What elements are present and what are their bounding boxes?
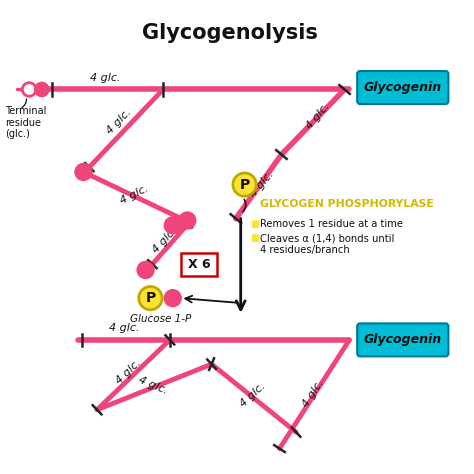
Circle shape — [139, 286, 162, 310]
Text: 4 glc.: 4 glc. — [137, 375, 169, 396]
Circle shape — [35, 82, 48, 96]
Text: Glycogenin: Glycogenin — [364, 333, 442, 346]
Text: P: P — [239, 178, 250, 191]
Text: X 6: X 6 — [188, 258, 210, 271]
Circle shape — [180, 213, 195, 228]
Text: ■: ■ — [250, 233, 260, 243]
Text: ■: ■ — [250, 219, 260, 228]
Text: 4 glc.: 4 glc. — [238, 381, 267, 409]
Circle shape — [138, 262, 154, 278]
Text: 4 glc.: 4 glc. — [301, 378, 326, 409]
Circle shape — [22, 82, 36, 96]
Circle shape — [165, 218, 181, 233]
Circle shape — [76, 164, 91, 180]
Text: 4 glc.: 4 glc. — [90, 73, 120, 83]
Text: Cleaves α (1,4) bonds until
4 residues/branch: Cleaves α (1,4) bonds until 4 residues/b… — [260, 233, 394, 255]
Text: Glucose 1-P: Glucose 1-P — [129, 314, 191, 324]
Text: Removes 1 residue at a time: Removes 1 residue at a time — [260, 219, 403, 228]
Text: 4 glc.: 4 glc. — [248, 170, 276, 200]
Text: Terminal
residue
(glc.): Terminal residue (glc.) — [5, 106, 46, 139]
Text: P: P — [146, 291, 155, 305]
Text: 4 glc.: 4 glc. — [305, 101, 332, 130]
FancyBboxPatch shape — [357, 71, 448, 104]
Text: 4 glc.: 4 glc. — [105, 107, 134, 136]
FancyBboxPatch shape — [181, 253, 218, 276]
Text: GLYCOGEN PHOSPHORYLASE: GLYCOGEN PHOSPHORYLASE — [260, 199, 434, 209]
Text: 4 glc.: 4 glc. — [151, 226, 179, 255]
Text: 4 glc.: 4 glc. — [118, 183, 150, 206]
FancyBboxPatch shape — [357, 323, 448, 356]
Circle shape — [233, 173, 256, 196]
Text: 4 glc.: 4 glc. — [109, 323, 139, 333]
Text: Glycogenin: Glycogenin — [364, 81, 442, 94]
Circle shape — [165, 291, 181, 306]
Text: 4 glc.: 4 glc. — [114, 358, 143, 386]
Text: Glycogenolysis: Glycogenolysis — [142, 22, 318, 43]
